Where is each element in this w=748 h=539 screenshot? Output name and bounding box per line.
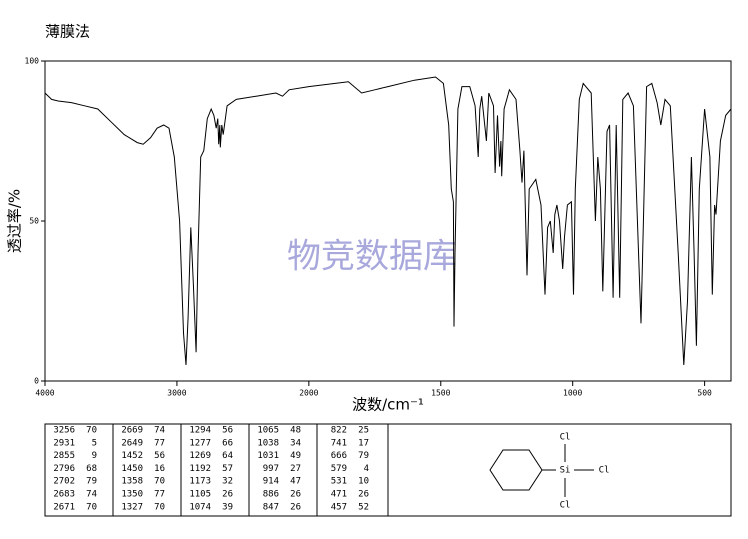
x-tick-label: 1500 <box>431 389 450 398</box>
peak-wavenumber: 1450 <box>121 464 143 474</box>
peak-wavenumber: 1065 <box>257 426 279 436</box>
plot-frame <box>44 60 732 382</box>
peak-wavenumber: 2855 <box>53 451 75 461</box>
atom: Si <box>560 466 571 476</box>
x-axis-label: 波数/cm⁻¹ <box>352 396 424 414</box>
atom: Cl <box>599 466 610 476</box>
x-tick-label: 4000 <box>35 389 54 398</box>
watermark: 物竞数据库 <box>287 237 457 277</box>
peak-transmittance: 74 <box>86 490 97 500</box>
peak-transmittance: 27 <box>290 464 301 474</box>
peak-transmittance: 48 <box>290 426 301 436</box>
peak-wavenumber: 914 <box>263 477 279 487</box>
peak-wavenumber: 1358 <box>121 477 143 487</box>
peak-wavenumber: 471 <box>331 490 347 500</box>
peak-wavenumber: 1173 <box>189 477 211 487</box>
peak-transmittance: 26 <box>222 490 233 500</box>
x-tick-label: 500 <box>697 389 712 398</box>
peak-wavenumber: 1294 <box>189 426 211 436</box>
peak-transmittance: 70 <box>154 477 165 487</box>
peak-transmittance: 26 <box>290 490 301 500</box>
peak-wavenumber: 1105 <box>189 490 211 500</box>
peak-wavenumber: 2649 <box>121 438 143 448</box>
peak-wavenumber: 579 <box>331 464 347 474</box>
peak-wavenumber: 1038 <box>257 438 279 448</box>
peak-transmittance: 57 <box>222 464 233 474</box>
peak-transmittance: 4 <box>364 464 369 474</box>
peak-wavenumber: 2671 <box>53 502 75 512</box>
peak-wavenumber: 1452 <box>121 451 143 461</box>
peak-transmittance: 10 <box>358 477 369 487</box>
peak-transmittance: 5 <box>92 438 97 448</box>
peak-transmittance: 52 <box>358 502 369 512</box>
spectrum-line <box>44 76 732 366</box>
peak-wavenumber: 531 <box>331 477 347 487</box>
peak-wavenumber: 1327 <box>121 502 143 512</box>
peak-transmittance: 56 <box>222 426 233 436</box>
peak-wavenumber: 666 <box>331 451 347 461</box>
peak-transmittance: 34 <box>290 438 301 448</box>
peak-transmittance: 70 <box>154 502 165 512</box>
peak-wavenumber: 3256 <box>53 426 75 436</box>
x-tick-label: 2000 <box>299 389 318 398</box>
chart-title: 薄膜法 <box>45 23 90 41</box>
peak-transmittance: 16 <box>154 464 165 474</box>
x-tick-label: 3000 <box>167 389 186 398</box>
peak-transmittance: 9 <box>92 451 97 461</box>
x-tick-label: 1000 <box>563 389 582 398</box>
peak-wavenumber: 457 <box>331 502 347 512</box>
peak-wavenumber: 2669 <box>121 426 143 436</box>
peak-wavenumber: 2683 <box>53 490 75 500</box>
peak-wavenumber: 741 <box>331 438 347 448</box>
y-tick-label: 100 <box>25 57 40 66</box>
peak-transmittance: 77 <box>154 490 165 500</box>
cyclohexane-ring <box>489 449 543 491</box>
peak-transmittance: 68 <box>86 464 97 474</box>
peak-transmittance: 26 <box>290 502 301 512</box>
peak-wavenumber: 997 <box>263 464 279 474</box>
peak-transmittance: 77 <box>154 438 165 448</box>
peak-transmittance: 79 <box>358 451 369 461</box>
peak-wavenumber: 847 <box>263 502 279 512</box>
peak-transmittance: 56 <box>154 451 165 461</box>
peak-wavenumber: 2796 <box>53 464 75 474</box>
peak-wavenumber: 886 <box>263 490 279 500</box>
peak-wavenumber: 1031 <box>257 451 279 461</box>
peak-transmittance: 47 <box>290 477 301 487</box>
atom: Cl <box>560 433 571 443</box>
peak-wavenumber: 822 <box>331 426 347 436</box>
peak-transmittance: 64 <box>222 451 233 461</box>
peak-transmittance: 39 <box>222 502 233 512</box>
peak-wavenumber: 1269 <box>189 451 211 461</box>
peak-transmittance: 79 <box>86 477 97 487</box>
y-tick-label: 0 <box>34 377 39 386</box>
peak-wavenumber: 1350 <box>121 490 143 500</box>
peak-wavenumber: 2702 <box>53 477 75 487</box>
peak-transmittance: 74 <box>154 426 165 436</box>
peak-transmittance: 32 <box>222 477 233 487</box>
structure <box>489 444 594 497</box>
peak-transmittance: 25 <box>358 426 369 436</box>
peak-transmittance: 66 <box>222 438 233 448</box>
peak-transmittance: 70 <box>86 426 97 436</box>
peak-wavenumber: 1074 <box>189 502 211 512</box>
peak-transmittance: 70 <box>86 502 97 512</box>
peak-wavenumber: 2931 <box>53 438 75 448</box>
peak-transmittance: 26 <box>358 490 369 500</box>
peak-transmittance: 17 <box>358 438 369 448</box>
y-tick-label: 50 <box>29 217 39 226</box>
y-axis-label: 透过率/% <box>6 189 24 253</box>
atom: Cl <box>560 501 571 511</box>
peak-wavenumber: 1277 <box>189 438 211 448</box>
peak-wavenumber: 1192 <box>189 464 211 474</box>
peak-transmittance: 49 <box>290 451 301 461</box>
